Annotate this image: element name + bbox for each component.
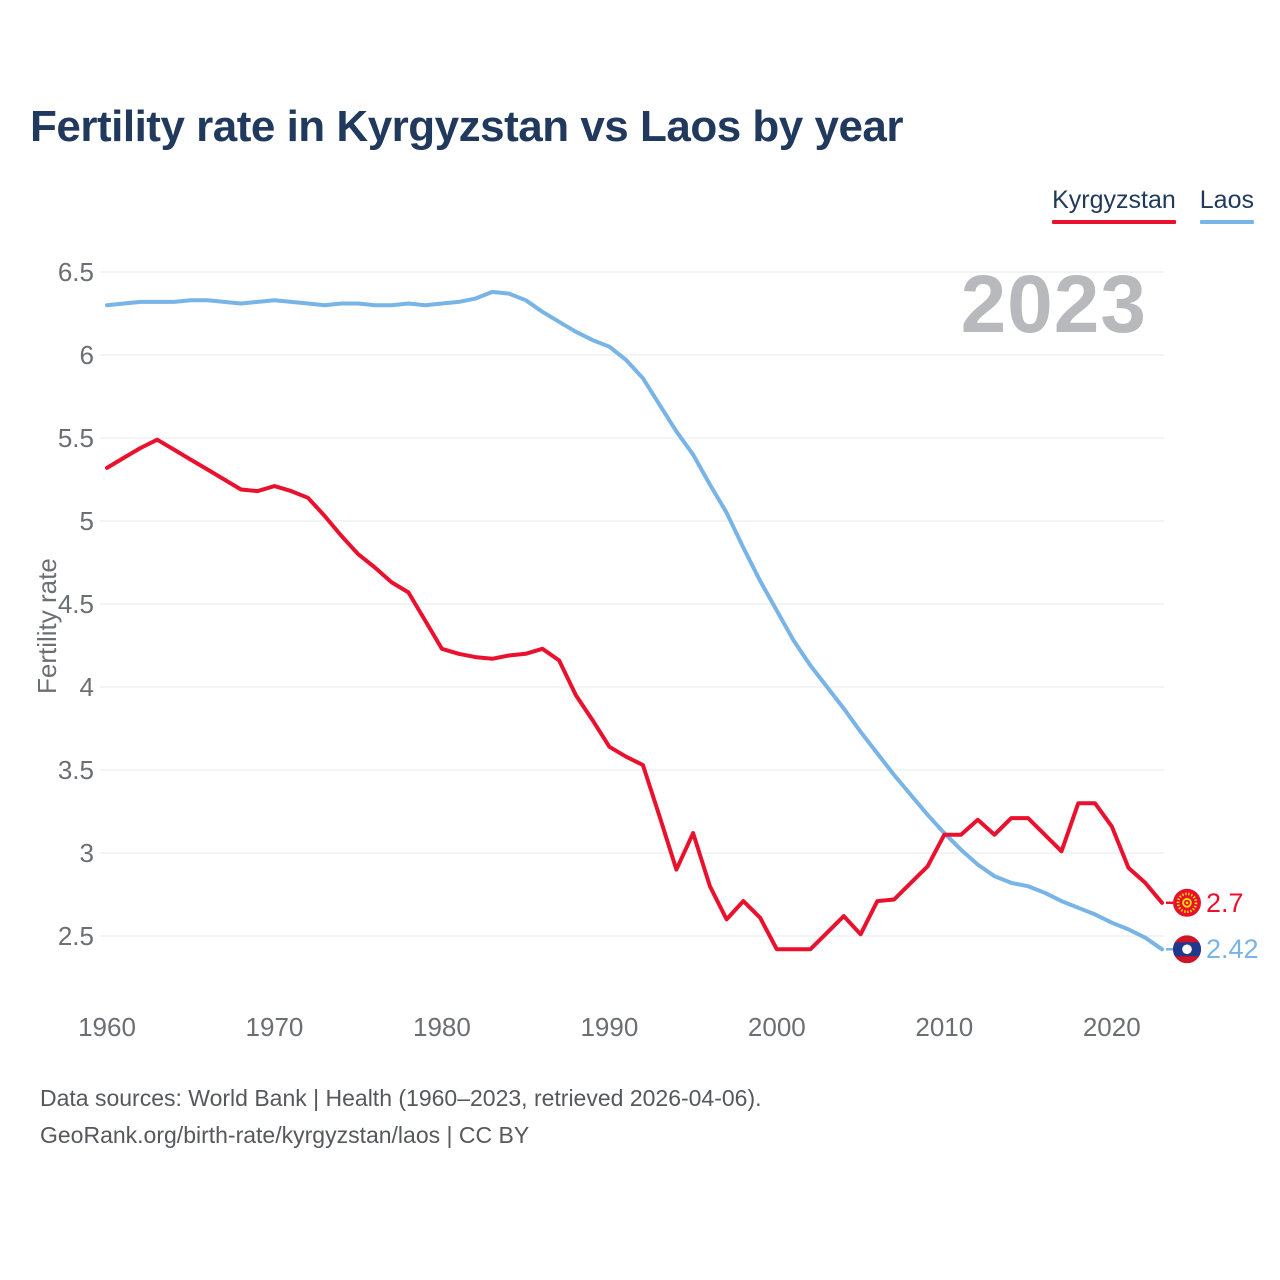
y-tick-label: 4.5 xyxy=(57,589,94,619)
y-tick-label: 4 xyxy=(79,672,94,702)
legend-label-kyrgyzstan: Kyrgyzstan xyxy=(1052,186,1176,214)
legend-label-laos: Laos xyxy=(1199,186,1254,214)
kyrgyzstan-flag-marker xyxy=(1173,888,1201,917)
y-tick-label: 6.5 xyxy=(57,257,94,287)
x-tick-label: 2020 xyxy=(1082,1012,1141,1042)
legend-underline-laos xyxy=(1199,220,1254,224)
kyrgyzstan-sun-rays-icon xyxy=(1176,892,1198,914)
gridlines xyxy=(100,271,1164,937)
legend-underline-kyrgyzstan xyxy=(1052,220,1176,224)
legend: Kyrgyzstan Laos xyxy=(1052,186,1254,224)
y-tick-label: 5.5 xyxy=(57,423,94,453)
y-tick-label: 3.5 xyxy=(57,755,94,785)
x-tick-label: 1960 xyxy=(78,1012,136,1042)
x-tick-label: 2000 xyxy=(747,1012,806,1042)
x-tick-label: 1980 xyxy=(412,1012,471,1042)
x-tick-label: 1990 xyxy=(580,1012,639,1042)
laos-end-value-label: 2.42 xyxy=(1206,934,1259,965)
laos-flag-marker xyxy=(1173,935,1201,964)
kyrgyzstan-tunduk-center xyxy=(1185,901,1189,905)
laos-line xyxy=(105,289,1164,952)
footer-source-line: Data sources: World Bank | Health (1960–… xyxy=(40,1085,762,1111)
page-title: Fertility rate in Kyrgyzstan vs Laos by … xyxy=(30,102,904,151)
year-watermark: 2023 xyxy=(960,259,1147,350)
y-tick-label: 2.5 xyxy=(57,921,94,951)
footer: Data sources: World Bank | Health (1960–… xyxy=(40,1080,762,1154)
y-tick-label: 3 xyxy=(79,838,94,868)
legend-item-kyrgyzstan[interactable]: Kyrgyzstan xyxy=(1052,186,1176,224)
footer-attribution-line: GeoRank.org/birth-rate/kyrgyzstan/laos |… xyxy=(40,1122,530,1148)
x-tick-label: 2010 xyxy=(915,1012,974,1042)
kyrgyzstan-line xyxy=(105,437,1164,952)
legend-item-laos[interactable]: Laos xyxy=(1199,186,1254,224)
kyrgyzstan-end-value-label: 2.7 xyxy=(1206,887,1244,918)
y-tick-label: 6 xyxy=(79,340,94,370)
y-tick-label: 5 xyxy=(79,506,94,536)
laos-flag-moon-icon xyxy=(1182,944,1192,955)
x-tick-label: 1970 xyxy=(245,1012,304,1042)
